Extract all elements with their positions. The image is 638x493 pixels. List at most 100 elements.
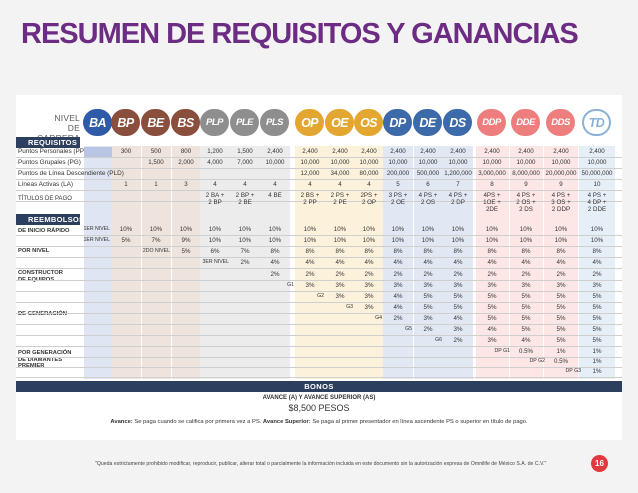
generacion-label: DE GENERACIÓN [18,311,67,317]
reembolso-value: 5% [521,315,531,322]
requisito-value: 2,400 [332,148,348,155]
reembolso-value: 3% [423,282,433,289]
reembolso-value: 10% [519,226,533,233]
reembolso-value: 2% [487,271,497,278]
requisito-value: 9 [559,181,563,188]
row-divider [16,291,622,292]
requisito-value: 2,400 [484,148,500,155]
column-tint-dp [383,146,413,379]
column-tint-be [141,146,171,379]
reembolso-value: 10% [519,237,533,244]
column-tint-dds [544,146,578,379]
reembolso-value: 3% [487,282,497,289]
row-divider [16,157,622,158]
reembolso-value: 4% [305,259,315,266]
reembolso-value: 2% [335,271,345,278]
requisito-value: 800 [180,148,192,155]
reembolso-value: 6% [210,248,220,255]
reembolso-value: 4% [487,326,497,333]
requisito-value: 4 [338,181,342,188]
column-tint-ple [230,146,260,379]
reembolso-value: 9% [181,237,191,244]
requisito-value: 4 [273,181,277,188]
requisito-value: 4PS + 1OE + 2DE [483,192,501,213]
reembolso-value: 8% [305,248,315,255]
requisito-value: 10,000 [359,159,379,166]
level-badge-be: BE [141,109,170,136]
level-badge-dde: DDE [511,109,540,136]
row-divider [16,235,622,236]
reembolso-value: 7% [151,237,161,244]
level-badge-bs: BS [171,109,200,136]
level-badge-td: TD [582,109,611,136]
requisito-label: Puntos Personales (PP) [18,148,87,155]
reembolso-value: 3% [487,337,497,344]
reembolso-value: 2% [453,271,463,278]
row-divider [16,335,622,336]
requisito-value: 8 [490,181,494,188]
reembolso-value: 2% [364,271,374,278]
row-divider [16,190,622,191]
requisito-value: 80,000 [359,170,379,177]
requisito-value: 4 [243,181,247,188]
requisito-label: Líneas Activas (LA) [18,181,74,188]
reembolso-value: 3% [592,282,602,289]
requisito-value: 1,500 [237,148,253,155]
reembolso-value: 8% [556,248,566,255]
requisito-value: 1,200,000 [444,170,472,177]
bonos-description: Avance: Se paga cuando se califica por p… [110,419,528,425]
column-tint-oe [325,146,355,379]
requisito-value: 20,000,000 [545,170,577,177]
requisito-value: 2,400 [553,148,569,155]
requisito-value: 2,400 [390,148,406,155]
level-badge-ds: DS [443,109,472,136]
reembolso-value: 8% [423,248,433,255]
row-divider [16,324,622,325]
requisito-value: 4 PS + 4 DP + 2 DDE [587,192,607,213]
requisito-value: 2,400 [302,148,318,155]
reembolso-value: 5% [592,326,602,333]
row-divider [16,302,622,303]
requisito-value: 2PS + 2 OP [360,192,378,206]
reembolso-value: 3% [335,293,345,300]
reembolso-value: 10% [421,237,435,244]
reembolso-value: 4% [453,315,463,322]
reembolso-value: 5% [556,293,566,300]
reembolso-value: 10% [554,237,568,244]
requisito-value: 10,000 [300,159,320,166]
reembolso-value: 5% [592,293,602,300]
reembolso-value: 3% [423,315,433,322]
reembolso-value: 5% [121,237,131,244]
requisito-value: 4 PS + 2 DP [448,192,468,206]
column-tint-ds [443,146,473,379]
reembolso-value: 10% [179,226,193,233]
column-tint-ddp [475,146,509,379]
reembolso-value: 4% [335,259,345,266]
row-tag: 2DO NIVEL [142,248,170,254]
reembolso-value: 0.5% [553,358,569,365]
reembolso-value: 5% [521,304,531,311]
reembolso-value: 10% [303,226,317,233]
reembolso-value: 5% [487,315,497,322]
reembolso-value: 10% [391,226,405,233]
requisito-value: 7 [456,181,460,188]
reembolso-value: 3% [364,293,374,300]
reembolso-value: 10% [554,226,568,233]
reembolso-value: 8% [270,248,280,255]
row-divider [16,367,622,368]
column-tint-bs [171,146,201,379]
requisito-value: 4 [308,181,312,188]
reembolso-value: 5% [521,326,531,333]
requisito-label: TÍTULOS DE PAGO [18,196,72,202]
row-tag: G3 [346,304,353,310]
reembolso-value: 5% [556,315,566,322]
reembolso-value: 2% [393,271,403,278]
reembolso-value: 1% [592,348,602,355]
requisito-value: 500 [150,148,162,155]
row-tag: 1ER NIVEL [83,237,110,243]
reembolso-value: 5% [556,304,566,311]
page-title: RESUMEN DE REQUISITOS Y GANANCIAS [21,18,579,50]
requisito-value: 10,000 [482,159,502,166]
requisito-value: 4,000 [207,159,223,166]
reembolso-value: 10% [451,237,465,244]
